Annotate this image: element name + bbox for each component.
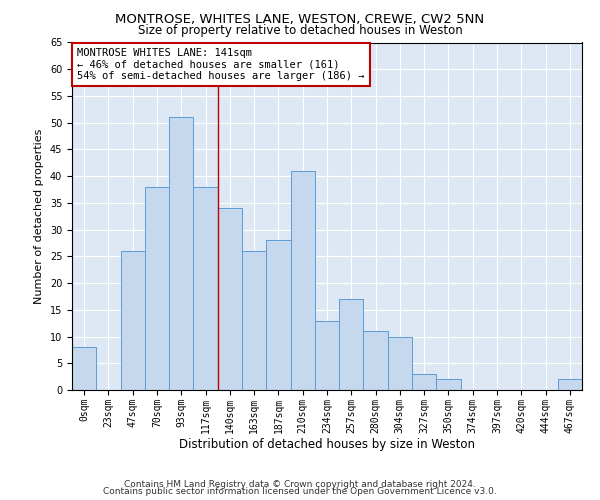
Bar: [72, 347, 96, 390]
Bar: [121, 251, 145, 390]
Text: Contains HM Land Registry data © Crown copyright and database right 2024.: Contains HM Land Registry data © Crown c…: [124, 480, 476, 489]
Text: Size of property relative to detached houses in Weston: Size of property relative to detached ho…: [137, 24, 463, 37]
Text: MONTROSE WHITES LANE: 141sqm
← 46% of detached houses are smaller (161)
54% of s: MONTROSE WHITES LANE: 141sqm ← 46% of de…: [77, 48, 365, 81]
Bar: [193, 187, 218, 390]
Bar: [315, 320, 339, 390]
Bar: [558, 380, 582, 390]
Bar: [145, 187, 169, 390]
Y-axis label: Number of detached properties: Number of detached properties: [34, 128, 44, 304]
Text: MONTROSE, WHITES LANE, WESTON, CREWE, CW2 5NN: MONTROSE, WHITES LANE, WESTON, CREWE, CW…: [115, 12, 485, 26]
Bar: [412, 374, 436, 390]
Bar: [218, 208, 242, 390]
Bar: [290, 171, 315, 390]
Bar: [242, 251, 266, 390]
Text: Contains public sector information licensed under the Open Government Licence v3: Contains public sector information licen…: [103, 488, 497, 496]
Bar: [388, 336, 412, 390]
X-axis label: Distribution of detached houses by size in Weston: Distribution of detached houses by size …: [179, 438, 475, 452]
Bar: [436, 380, 461, 390]
Bar: [339, 299, 364, 390]
Bar: [169, 118, 193, 390]
Bar: [266, 240, 290, 390]
Bar: [364, 331, 388, 390]
